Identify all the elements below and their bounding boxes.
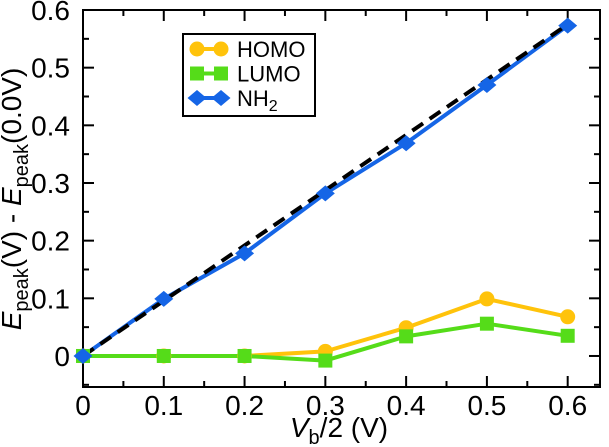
x-tick-label: 0.3 [306, 390, 345, 421]
legend-marker [189, 41, 205, 57]
series-nh2-marker [73, 347, 93, 364]
y-tick-label: 0.2 [31, 226, 70, 257]
series-lumo-marker [560, 328, 575, 343]
legend-label: LUMO [237, 62, 301, 87]
x-tick-label: 0.5 [467, 390, 506, 421]
legend-entry-homo: HOMO [189, 37, 305, 62]
legend-label: NH2 [237, 86, 278, 115]
legend-marker [214, 66, 228, 81]
legend-marker [187, 90, 207, 106]
series-nh2-marker [396, 135, 416, 152]
series-homo-marker [479, 291, 495, 307]
x-tick-label: 0.1 [144, 390, 183, 421]
y-tick-label: 0.3 [31, 168, 70, 199]
x-tick-label: 0.6 [548, 390, 587, 421]
legend-entry-lumo: LUMO [190, 62, 301, 87]
series-lumo-marker [479, 316, 494, 331]
series-nh2-marker [154, 290, 174, 307]
legend-marker [213, 41, 229, 57]
x-tick-label: 0.2 [225, 390, 264, 421]
series-lumo-marker [399, 329, 414, 344]
series-nh2-marker [477, 76, 497, 93]
legend-marker [211, 90, 231, 106]
x-tick-label: 0 [75, 390, 91, 421]
series-nh2-marker [315, 185, 335, 202]
legend-marker [190, 66, 204, 81]
x-axis-label: Vb/2 (V) [290, 412, 388, 447]
series-lumo-marker [156, 348, 171, 363]
series-lumo-marker [318, 353, 333, 368]
series-lumo-marker [237, 348, 252, 363]
y-tick-label: 0.4 [31, 110, 70, 141]
legend-entry-nh2: NH2 [187, 86, 278, 115]
x-tick-label: 0.4 [387, 390, 426, 421]
y-tick-label: 0 [54, 341, 70, 372]
series-nh2-marker [235, 245, 255, 262]
y-axis-label: Epeak(V) - Epeak(0.0V) [0, 68, 33, 331]
series-homo-marker [560, 309, 576, 325]
y-tick-label: 0.1 [31, 283, 70, 314]
plot-frame [82, 9, 601, 388]
series-nh2-marker [558, 17, 578, 34]
y-tick-label: 0.5 [31, 53, 70, 84]
legend-label: HOMO [237, 37, 305, 62]
y-tick-label: 0.6 [31, 0, 70, 26]
